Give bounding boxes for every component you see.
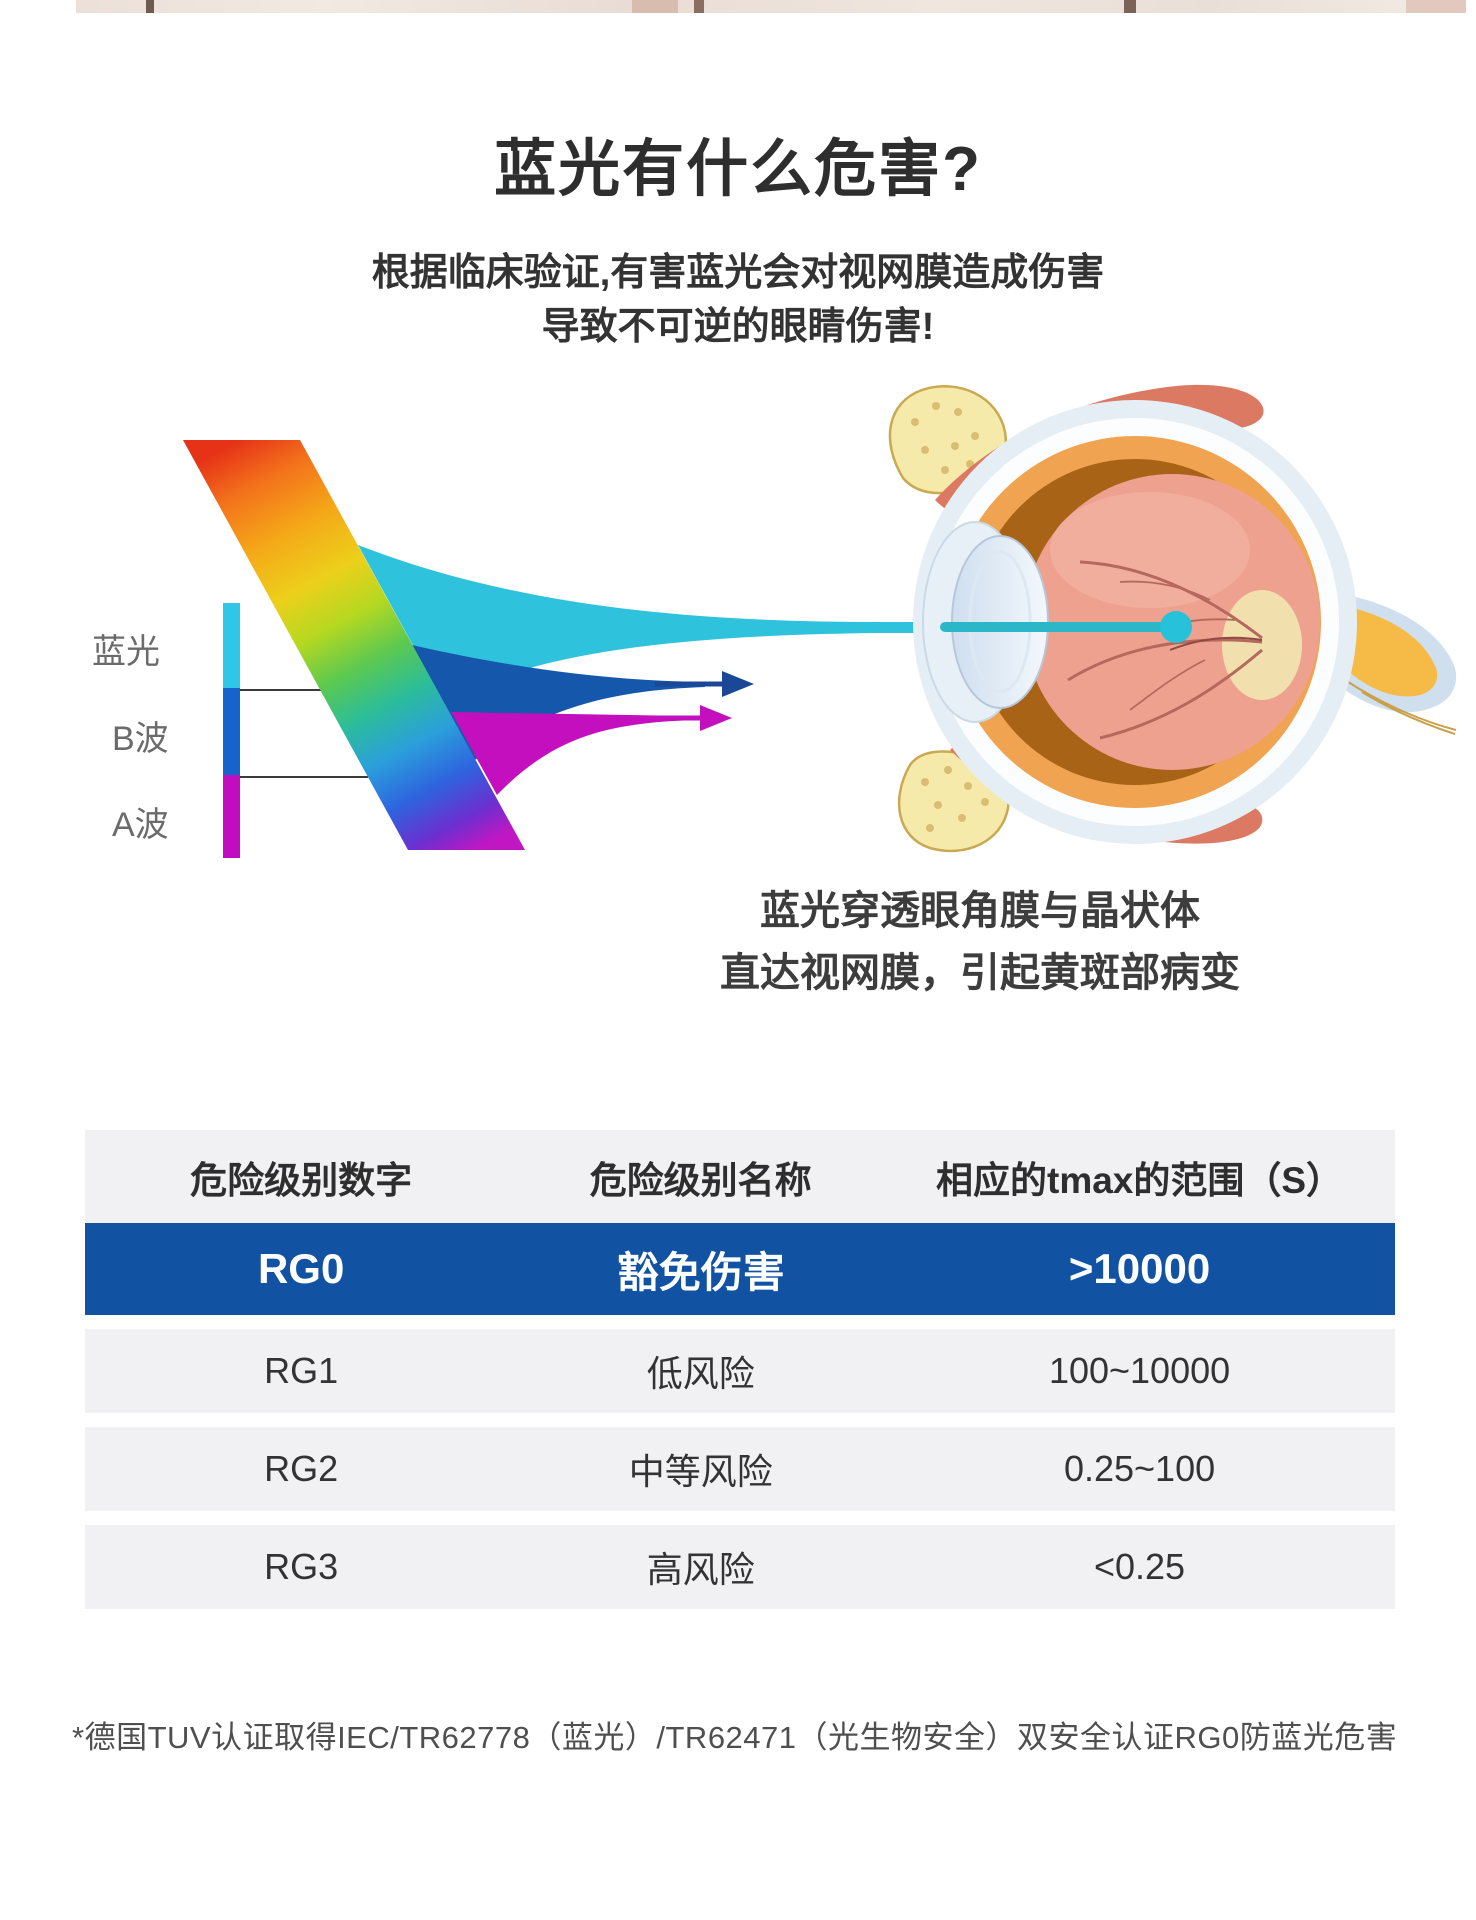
cell-name: 中等风险: [628, 1451, 773, 1492]
table-row-rg0: RG0 豁免伤害 >10000: [85, 1223, 1395, 1315]
cell-name: 豁免伤害: [616, 1248, 785, 1296]
label-blue-light: 蓝光: [92, 633, 160, 671]
header-cell-range: 相应的tmax的范围（S）: [936, 1159, 1344, 1201]
header-cell-name: 危险级别名称: [589, 1159, 812, 1201]
magenta-beam-arrow: [451, 705, 732, 795]
wavelength-connector-lines: [240, 689, 368, 778]
cell-name: 低风险: [646, 1353, 755, 1394]
cell-name: 高风险: [646, 1549, 755, 1590]
cell-range: 100~10000: [1048, 1350, 1231, 1391]
caption-line-2: 直达视网膜，引起黄斑部病变: [720, 951, 1240, 995]
risk-group-table: 危险级别数字 危险级别名称 相应的tmax的范围（S） RG0 豁免伤害 >10…: [85, 1130, 1395, 1609]
spectrum-and-eye-illustration: [183, 384, 1457, 858]
label-b-wave: B波: [112, 720, 169, 758]
cell-level: RG2: [264, 1448, 339, 1489]
b-wave-segment: [223, 688, 240, 775]
label-a-wave: A波: [112, 806, 169, 844]
cell-range: <0.25: [1093, 1546, 1186, 1587]
subtitle-line-1: 根据临床验证,有害蓝光会对视网膜造成伤害: [371, 252, 1105, 294]
cell-range: 0.25~100: [1063, 1448, 1216, 1489]
certification-footnote: *德国TUV认证取得IEC/TR62778（蓝光）/TR62471（光生物安全）…: [72, 1720, 1398, 1755]
blue-light-diagram: [0, 350, 1476, 920]
wavelength-bar: [223, 603, 240, 858]
table-header-row: 危险级别数字 危险级别名称 相应的tmax的范围（S）: [85, 1130, 1395, 1223]
top-photo-edge: [76, 0, 1466, 13]
cell-range: >10000: [1068, 1245, 1211, 1292]
retina-beam: [940, 611, 1192, 643]
cell-level: RG0: [257, 1245, 345, 1292]
subtitle-line-2: 导致不可逆的眼睛伤害!: [541, 306, 935, 348]
retina-beam-dot: [1160, 611, 1192, 643]
table-row-rg2: RG2 中等风险 0.25~100: [85, 1427, 1395, 1511]
retina-vessels: [1067, 560, 1263, 740]
cyan-beam-to-eye: [358, 545, 1020, 702]
page-title: 蓝光有什么危害?: [494, 135, 982, 204]
spectrum-band: [183, 440, 525, 850]
macula: [1222, 590, 1302, 700]
subtitle: 根据临床验证,有害蓝光会对视网膜造成伤害 导致不可逆的眼睛伤害!: [0, 246, 1476, 354]
cell-level: RG3: [264, 1546, 339, 1587]
caption-line-1: 蓝光穿透眼角膜与晶状体: [760, 889, 1200, 933]
cell-level: RG1: [264, 1350, 339, 1391]
table-row-rg3: RG3 高风险 <0.25: [85, 1525, 1395, 1609]
table-row-rg1: RG1 低风险 100~10000: [85, 1329, 1395, 1413]
blue-light-segment: [223, 603, 240, 688]
diagram-caption: 蓝光穿透眼角膜与晶状体 直达视网膜，引起黄斑部病变: [480, 880, 1476, 1004]
header-cell-level: 危险级别数字: [190, 1159, 413, 1201]
a-wave-segment: [223, 775, 240, 858]
